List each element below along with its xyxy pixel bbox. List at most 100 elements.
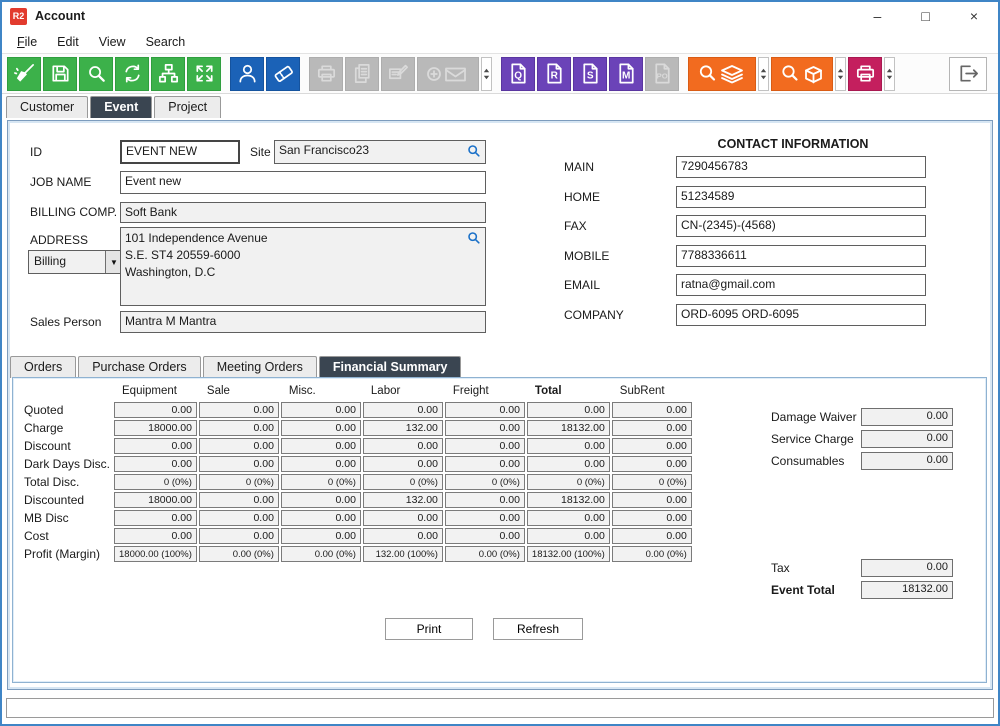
window-title: Account (35, 9, 85, 23)
subtab-orders[interactable]: Orders (10, 356, 77, 378)
subtab-financial-summary[interactable]: Financial Summary (318, 356, 462, 378)
contact-field-mobile[interactable]: 7788336611 (676, 245, 926, 267)
billing-comp-input[interactable]: Soft Bank (120, 202, 486, 223)
search-stack-button[interactable] (688, 56, 756, 91)
address-input[interactable]: 101 Independence Avenue S.E. ST4 20559-6… (120, 227, 486, 306)
contact-field-fax[interactable]: CN-(2345)-(4568) (676, 215, 926, 237)
tabstrip: Customer Event Project (2, 94, 998, 118)
financial-row-profit-margin: Profit (Margin) 18000.00 (100%) 0.00 (0%) 0… (23, 546, 692, 562)
cell-profit-margin-3: 132.00 (100%) (362, 546, 443, 562)
job-name-label: JOB NAME (30, 175, 92, 189)
cell-discount-4: 0.00 (444, 438, 525, 454)
cell-quoted-1: 0.00 (198, 402, 279, 418)
cell-total-disc-0: 0 (0%) (114, 474, 197, 490)
menu-item-view[interactable]: View (98, 34, 126, 49)
sales-person-input[interactable]: Mantra M Mantra (120, 311, 486, 333)
financial-row-mb-disc: MB Disc 0.00 0.00 0.00 0.00 0.00 0.00 0.00 (23, 510, 692, 526)
contact-button[interactable] (230, 56, 264, 91)
column-header-total: Total (534, 385, 562, 397)
search-item-dropdown[interactable] (835, 56, 846, 91)
close-button[interactable]: × (969, 8, 978, 24)
cell-total-disc-5: 0 (0%) (526, 474, 610, 490)
cell-dark-days-disc-0: 0.00 (114, 456, 197, 472)
refresh-button[interactable]: Refresh (493, 618, 583, 640)
status-bar (6, 698, 994, 718)
r-doc-button[interactable]: R (537, 56, 571, 91)
financial-header-row: Equipment Sale Misc. Labor Freight Total SubRe… (23, 382, 692, 400)
subtab-meeting-orders[interactable]: Meeting Orders (202, 356, 317, 378)
cell-discounted-4: 0.00 (444, 492, 525, 508)
cell-total-disc-2: 0 (0%) (280, 474, 361, 490)
label-print-dropdown[interactable] (884, 56, 895, 91)
label-print-button[interactable] (848, 56, 882, 91)
site-search-icon[interactable] (467, 144, 481, 158)
cell-discount-0: 0.00 (114, 438, 197, 454)
address-label: ADDRESS (30, 233, 89, 247)
subtab-purchase-orders[interactable]: Purchase Orders (78, 356, 201, 378)
sweep-button[interactable] (7, 56, 41, 91)
menubar: File Edit View Search (2, 30, 998, 54)
address-search-icon[interactable] (467, 231, 481, 245)
side-row-damage-waiver: Damage Waiver 0.00 (771, 408, 971, 427)
refresh-button[interactable] (115, 56, 149, 91)
tax-field[interactable]: 0.00 (861, 559, 953, 577)
address-line-3: Washington, D.C (125, 264, 216, 279)
financial-table: Equipment Sale Misc. Labor Freight Total SubRe… (21, 380, 694, 564)
dropdown-arrow-icon[interactable]: ▼ (105, 251, 122, 273)
damage-waiver-field[interactable]: 0.00 (861, 408, 953, 426)
contact-field-home[interactable]: 51234589 (676, 186, 926, 208)
printer-icon (317, 65, 335, 82)
consumables-field[interactable]: 0.00 (861, 452, 953, 470)
cell-profit-margin-1: 0.00 (0%) (198, 546, 279, 562)
expand-button[interactable] (187, 56, 221, 91)
row-label-profit-margin: Profit (Margin) (24, 547, 101, 561)
window-controls: – □ × (874, 9, 990, 23)
maximize-button[interactable]: □ (921, 8, 930, 24)
contact-field-email[interactable]: ratna@gmail.com (676, 274, 926, 296)
id-input[interactable]: EVENT NEW (120, 140, 240, 164)
tab-project[interactable]: Project (154, 96, 222, 118)
quote-doc-button[interactable]: Q (501, 56, 535, 91)
search-stack-dropdown[interactable] (758, 56, 769, 91)
exit-button[interactable] (949, 56, 987, 91)
financial-summary-panel: Equipment Sale Misc. Labor Freight Total SubRe… (12, 377, 987, 683)
mailplus-icon (427, 66, 466, 81)
job-name-value: Event new (125, 174, 182, 188)
site-input[interactable]: San Francisco23 (274, 140, 486, 164)
cell-quoted-3: 0.00 (362, 402, 443, 418)
cell-profit-margin-4: 0.00 (0%) (444, 546, 525, 562)
cell-discount-2: 0.00 (280, 438, 361, 454)
print-button[interactable]: Print (385, 618, 473, 640)
tab-event[interactable]: Event (90, 96, 153, 118)
menu-item-edit[interactable]: Edit (57, 34, 79, 49)
financial-row-dark-days-disc: Dark Days Disc. 0.00 0.00 0.00 0.00 0.00 0.00 0… (23, 456, 692, 472)
cell-quoted-2: 0.00 (280, 402, 361, 418)
job-name-input[interactable]: Event new (120, 171, 486, 194)
save-button[interactable] (43, 56, 77, 91)
m-doc-button[interactable]: M (609, 56, 643, 91)
tab-customer[interactable]: Customer (6, 96, 89, 118)
service-charge-field[interactable]: 0.00 (861, 430, 953, 448)
hierarchy-button[interactable] (151, 56, 185, 91)
cell-cost-4: 0.00 (444, 528, 525, 544)
searchbox-icon (782, 64, 822, 83)
s-doc-button[interactable]: S (573, 56, 607, 91)
mail-dropdown[interactable] (481, 56, 492, 91)
contact-label-fax: FAX (564, 219, 587, 233)
financial-row-cost: Cost 0.00 0.00 0.00 0.00 0.00 0.00 0.00 (23, 528, 692, 544)
menu-item-search[interactable]: Search (145, 34, 186, 49)
sweep-icon (13, 64, 34, 82)
column-header-freight: Freight (452, 385, 489, 397)
search-item-button[interactable] (771, 56, 833, 91)
contact-field-main[interactable]: 7290456783 (676, 156, 926, 178)
cell-discount-6: 0.00 (611, 438, 692, 454)
address-type-select[interactable]: Billing ▼ (28, 250, 123, 274)
menu-item-file[interactable]: File (17, 34, 38, 49)
column-header-equipment: Equipment (122, 385, 177, 397)
contact-label-email: EMAIL (564, 278, 601, 292)
cell-mb-disc-5: 0.00 (526, 510, 610, 526)
ticket-button[interactable] (266, 56, 300, 91)
minimize-button[interactable]: – (873, 8, 882, 24)
search-button[interactable] (79, 56, 113, 91)
contact-field-company[interactable]: ORD-6095 ORD-6095 (676, 304, 926, 326)
